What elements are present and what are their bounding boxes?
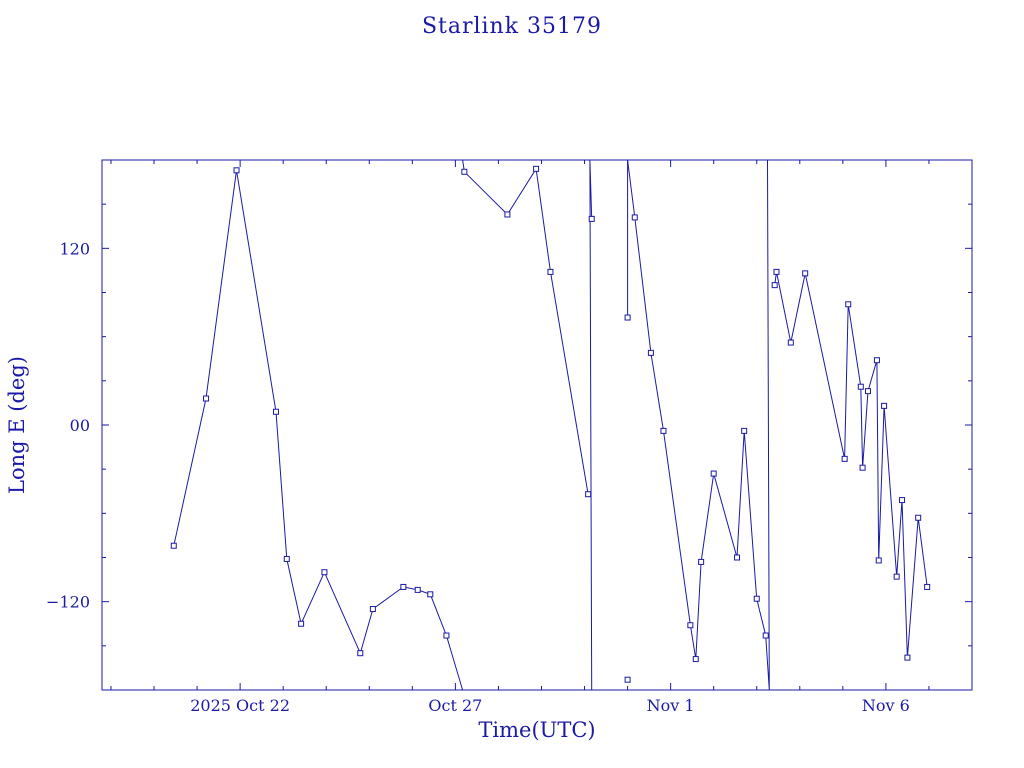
data-point bbox=[753, 595, 760, 602]
x-tick-label: 2025 Oct 22 bbox=[190, 696, 290, 715]
data-point bbox=[904, 654, 911, 661]
data-point bbox=[881, 402, 888, 409]
data-point bbox=[357, 650, 364, 657]
data-point bbox=[283, 555, 290, 562]
data-point bbox=[864, 388, 871, 395]
series-line-segment bbox=[589, 159, 593, 691]
data-point bbox=[588, 215, 595, 222]
series-line-segment bbox=[173, 170, 464, 691]
series-line-segment bbox=[627, 159, 770, 691]
y-tick-label: 120 bbox=[59, 239, 90, 258]
data-point bbox=[734, 554, 741, 561]
data-point bbox=[857, 383, 864, 390]
y-axis-label: Long E (deg) bbox=[5, 356, 29, 494]
data-point bbox=[875, 557, 882, 564]
data-point bbox=[762, 632, 769, 639]
x-axis-label: Time(UTC) bbox=[478, 718, 596, 742]
data-point bbox=[660, 427, 667, 434]
data-point bbox=[899, 497, 906, 504]
data-point bbox=[845, 301, 852, 308]
data-point bbox=[533, 165, 540, 172]
data-point bbox=[873, 357, 880, 364]
data-point bbox=[414, 586, 421, 593]
data-point bbox=[170, 542, 177, 549]
data-point bbox=[773, 268, 780, 275]
data-point bbox=[647, 349, 654, 356]
data-point bbox=[427, 591, 434, 598]
data-point bbox=[692, 656, 699, 663]
data-point bbox=[547, 268, 554, 275]
data-point bbox=[687, 622, 694, 629]
data-point bbox=[710, 470, 717, 477]
data-point bbox=[787, 339, 794, 346]
data-point bbox=[504, 211, 511, 218]
y-tick-label: 00 bbox=[70, 416, 90, 435]
data-point bbox=[400, 583, 407, 590]
series-line-segment bbox=[774, 271, 928, 658]
data-point bbox=[273, 408, 279, 415]
data-point bbox=[802, 270, 809, 277]
data-point bbox=[624, 676, 631, 683]
data-point bbox=[369, 606, 376, 613]
data-point bbox=[741, 427, 748, 434]
data-point bbox=[859, 464, 866, 471]
series-line-segment bbox=[462, 159, 589, 495]
data-point bbox=[203, 395, 210, 402]
data-point bbox=[893, 573, 900, 580]
data-point bbox=[771, 282, 778, 289]
data-point bbox=[321, 569, 328, 576]
chart-title: Starlink 35179 bbox=[421, 14, 603, 39]
data-point bbox=[461, 168, 468, 175]
data-point bbox=[585, 491, 592, 498]
x-tick-label: Oct 27 bbox=[428, 696, 482, 715]
x-tick-label: Nov 1 bbox=[647, 696, 695, 715]
x-tick-label: Nov 6 bbox=[862, 696, 910, 715]
y-tick-label: −120 bbox=[46, 593, 90, 612]
data-point bbox=[624, 314, 631, 321]
data-point bbox=[298, 620, 305, 627]
data-point bbox=[841, 455, 848, 462]
plot-frame bbox=[101, 159, 973, 691]
data-point bbox=[924, 583, 931, 590]
data-point bbox=[233, 167, 240, 174]
data-point bbox=[915, 514, 922, 521]
data-point bbox=[631, 214, 638, 221]
data-point bbox=[698, 558, 705, 565]
data-point bbox=[443, 632, 450, 639]
